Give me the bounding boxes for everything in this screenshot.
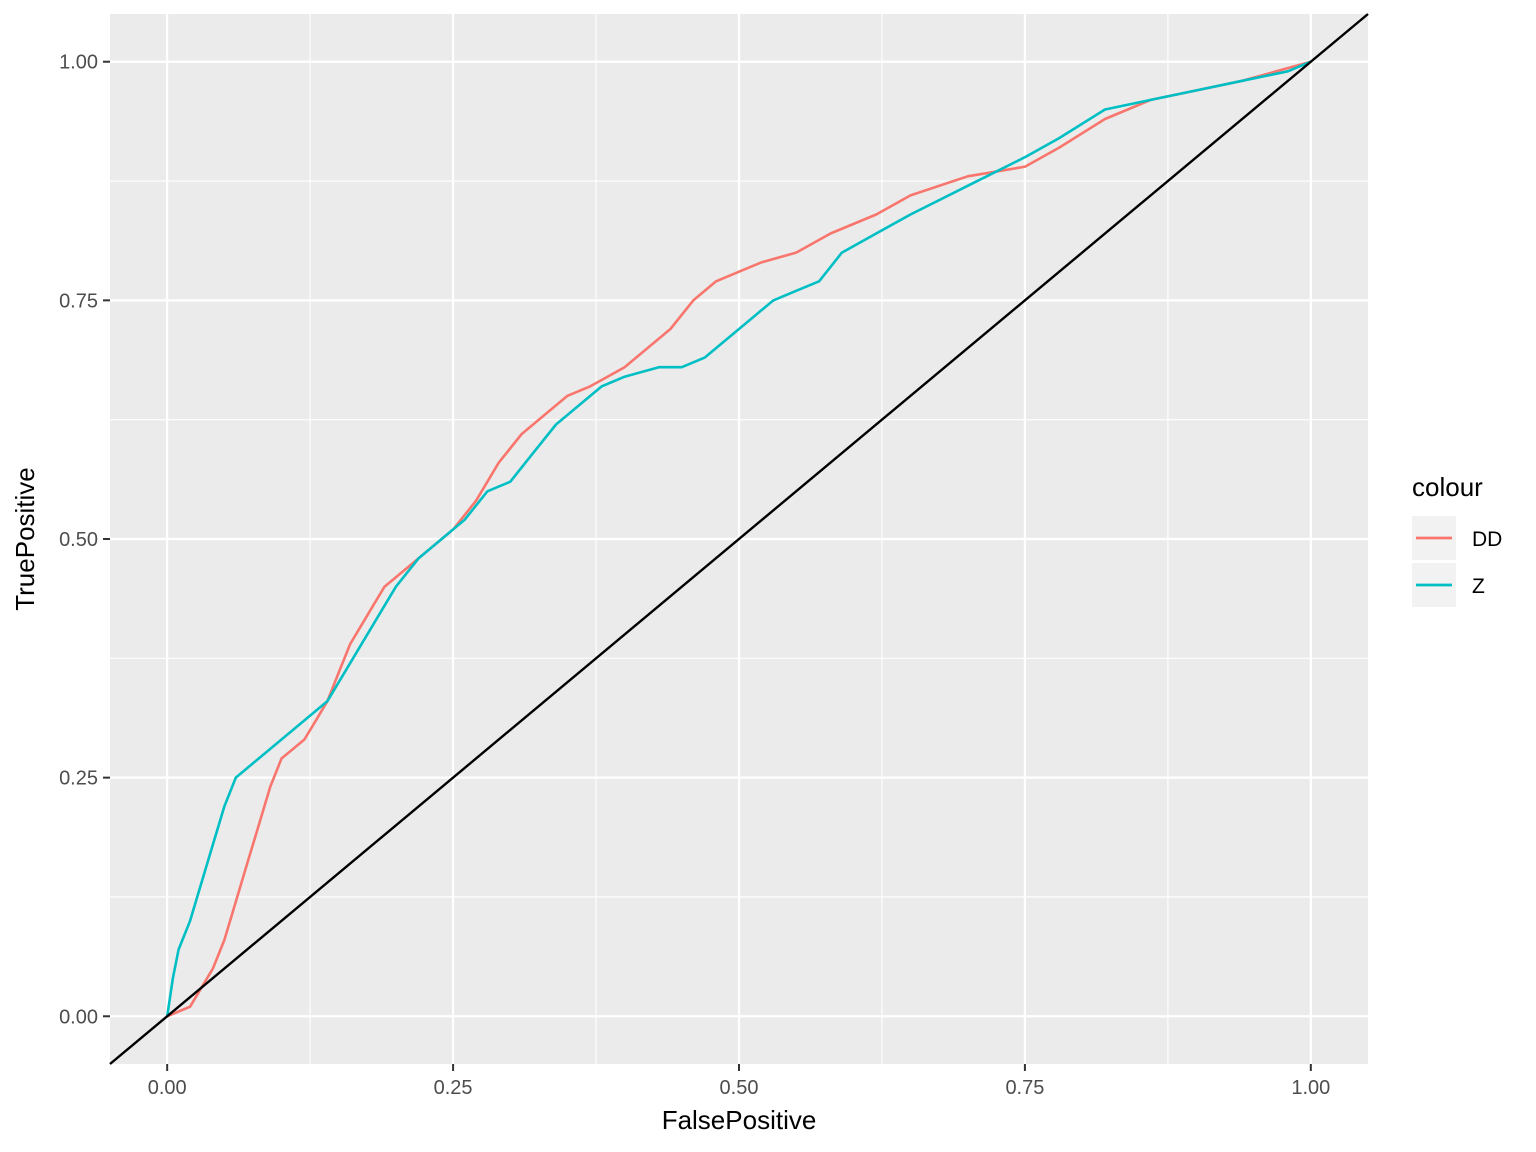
legend-label-dd: DD <box>1472 528 1502 551</box>
series-line-dd <box>166 60 1312 1018</box>
y-tick-label: 0.00 <box>59 1006 98 1028</box>
x-axis: 0.00 0.25 0.50 0.75 1.00 <box>148 1064 1330 1099</box>
y-axis-title: TruePositive <box>10 467 40 611</box>
y-tick-label: 0.75 <box>59 290 98 312</box>
series-line-z <box>165 60 1312 1017</box>
legend-label-z: Z <box>1472 575 1485 598</box>
x-tick-label: 1.00 <box>1291 1077 1330 1099</box>
x-tick-label: 0.00 <box>148 1077 187 1099</box>
y-tick-label: 0.25 <box>59 768 98 790</box>
legend-title: colour <box>1412 472 1483 502</box>
x-tick-label: 0.75 <box>1005 1077 1044 1099</box>
x-tick-label: 0.25 <box>434 1077 473 1099</box>
series-layer <box>109 13 1369 1065</box>
y-tick-label: 0.50 <box>59 529 98 551</box>
y-tick-label: 1.00 <box>59 52 98 74</box>
diagonal-reference-line <box>109 13 1369 1065</box>
x-tick-label: 0.50 <box>720 1077 759 1099</box>
x-axis-title: FalsePositive <box>662 1105 817 1135</box>
y-axis: 0.00 0.25 0.50 0.75 1.00 <box>59 52 110 1028</box>
legend: colour DD Z <box>1412 472 1502 607</box>
